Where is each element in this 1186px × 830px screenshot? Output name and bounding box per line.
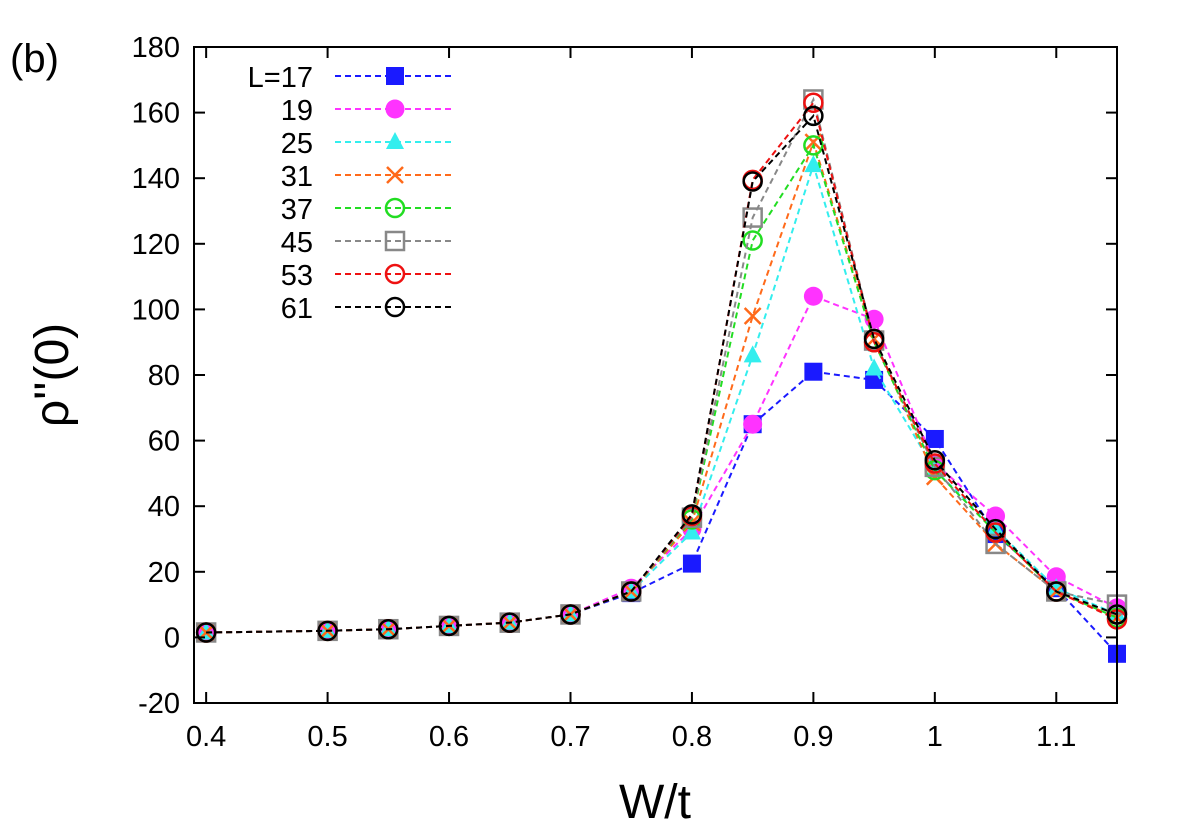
y-tick-label: 60: [148, 426, 180, 458]
series-4: [197, 133, 1126, 642]
data-point: [803, 105, 824, 127]
data-point: [681, 504, 703, 525]
x-tick-label: 0.8: [672, 721, 712, 753]
x-tick-label: 0.7: [550, 721, 590, 753]
data-point: [682, 554, 701, 573]
x-tick-label: 0.9: [793, 721, 833, 753]
data-point: [803, 286, 823, 306]
legend-entry: 37: [281, 194, 453, 226]
data-point: [742, 207, 763, 228]
data-point: [1046, 581, 1067, 602]
data-point: [1047, 578, 1066, 596]
data-point: [803, 135, 824, 156]
x-axis-title: W/t: [619, 776, 691, 829]
plot-frame: [193, 46, 1118, 704]
y-tick-label: -20: [138, 688, 180, 720]
legend-marker: [386, 67, 404, 85]
legend-entry: 19: [281, 95, 453, 127]
legend-marker: [384, 263, 406, 285]
legend-entry: 45: [281, 227, 453, 259]
legend-entry: L=17: [248, 62, 453, 94]
panel-label: (b): [10, 37, 59, 81]
x-tick-label: 0.5: [307, 721, 347, 753]
data-point: [804, 362, 823, 381]
y-tick-label: 120: [132, 229, 180, 261]
series-5: [195, 135, 1128, 643]
series-2: [196, 286, 1127, 642]
y-tick-label: 80: [148, 360, 180, 392]
y-tick-label: 160: [132, 98, 180, 130]
data-point: [985, 533, 1006, 555]
series-line: [206, 295, 1118, 634]
legend-label: 61: [281, 293, 313, 325]
legend-label: 37: [281, 194, 313, 226]
legend-label: 31: [281, 161, 313, 193]
data-point: [378, 618, 399, 640]
data-point: [804, 155, 823, 173]
y-tick-label: 100: [132, 294, 180, 326]
legend-entry: 61: [281, 293, 453, 325]
series-3: [197, 155, 1126, 640]
legend-entry: 31: [281, 161, 453, 193]
legend-marker: [384, 197, 406, 219]
data-point: [620, 581, 642, 602]
y-tick-label: 0: [164, 622, 180, 654]
y-tick-label: 40: [148, 491, 180, 523]
series-line: [206, 113, 1118, 634]
data-point: [743, 414, 763, 434]
legend-entry: 53: [281, 260, 453, 292]
data-point: [499, 612, 521, 633]
legend-marker: [384, 230, 406, 252]
legend-label: L=17: [248, 62, 313, 94]
legend-marker: [386, 132, 404, 149]
y-tick-label: 180: [132, 32, 180, 64]
x-tick-label: 0.6: [429, 721, 469, 753]
data-point: [682, 522, 701, 540]
series-line: [206, 100, 1118, 634]
legend-marker: [384, 296, 406, 318]
data-point: [742, 171, 763, 192]
legend-label: 45: [281, 227, 313, 259]
data-point: [925, 429, 944, 448]
data-point: [863, 328, 885, 350]
series-8: [195, 105, 1128, 643]
y-tick-label: 20: [148, 557, 180, 589]
x-tick-label: 0.4: [186, 721, 226, 753]
series-line: [206, 161, 1118, 634]
axes: 0.4 0.5 0.6 0.7 0.8 0.9 1 1.1 -20 0 20 40 60 80 100 120…: [132, 32, 1118, 753]
x-tick-label: 1.1: [1036, 721, 1076, 753]
x-tick-label: 1: [927, 721, 943, 753]
series-layer: [195, 89, 1128, 663]
y-axis-title: ρ''(0): [26, 323, 79, 427]
legend-marker: [386, 166, 404, 184]
data-point: [924, 450, 946, 471]
data-point: [438, 615, 460, 637]
data-point: [743, 307, 762, 325]
data-point: [803, 92, 824, 114]
data-point: [742, 230, 763, 251]
data-point: [985, 518, 1006, 540]
legend-entry: 25: [281, 128, 453, 160]
legend-marker: [385, 99, 405, 119]
data-point: [560, 604, 581, 625]
y-tick-label: 140: [132, 163, 180, 195]
data-point: [865, 358, 884, 376]
data-point: [195, 622, 217, 643]
legend-label: 25: [281, 128, 313, 160]
data-point: [743, 345, 762, 363]
legend-label: 19: [281, 95, 313, 127]
legend-label: 53: [281, 260, 313, 292]
series-line: [206, 96, 1118, 634]
data-point: [317, 620, 338, 642]
